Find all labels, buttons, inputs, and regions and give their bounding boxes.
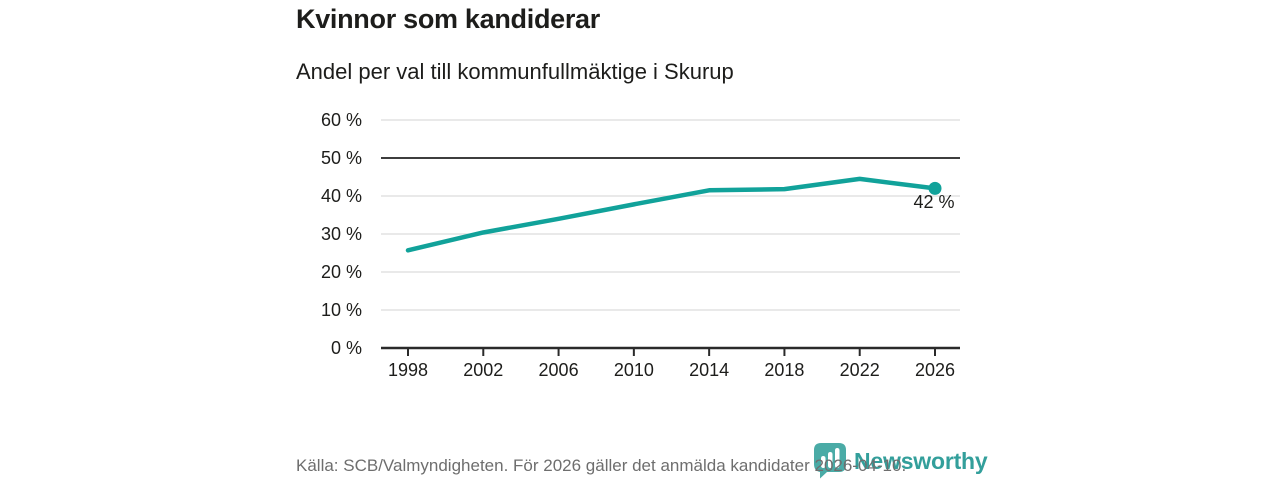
x-tick-label: 1998 bbox=[387, 360, 429, 380]
y-tick-label: 0 % bbox=[330, 338, 362, 358]
x-tick-label: 2002 bbox=[463, 360, 504, 380]
end-point-marker bbox=[928, 181, 942, 195]
y-tick-label: 60 % bbox=[320, 110, 362, 130]
x-tick-label: 2010 bbox=[613, 360, 654, 380]
x-tick-label: 2014 bbox=[689, 360, 730, 380]
newsworthy-logo: Newsworthy bbox=[812, 442, 988, 479]
newsworthy-logo-text: Newsworthy bbox=[854, 447, 988, 474]
chart-subtitle: Andel per val till kommunfullmäktige i S… bbox=[296, 59, 734, 84]
newsworthy-logo-icon bbox=[814, 443, 846, 479]
y-tick-label: 40 % bbox=[320, 186, 362, 206]
x-tick-label: 2018 bbox=[764, 360, 805, 380]
y-tick-label: 50 % bbox=[320, 148, 362, 168]
x-tick-label: 2006 bbox=[538, 360, 579, 380]
source-note: Källa: SCB/Valmyndigheten. För 2026 gäll… bbox=[296, 456, 907, 475]
y-tick-label: 30 % bbox=[320, 224, 362, 244]
x-tick-label: 2026 bbox=[914, 360, 956, 380]
y-tick-label: 10 % bbox=[320, 300, 362, 320]
x-tick-label: 2022 bbox=[839, 360, 880, 380]
end-value-label: 42 % bbox=[913, 192, 955, 212]
data-line bbox=[405, 176, 938, 253]
chart-title: Kvinnor som kandiderar bbox=[296, 4, 600, 34]
y-tick-label: 20 % bbox=[320, 262, 362, 282]
